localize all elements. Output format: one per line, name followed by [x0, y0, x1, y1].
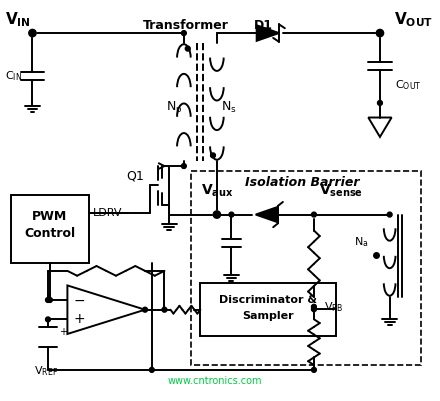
Circle shape	[181, 164, 186, 168]
Circle shape	[29, 30, 36, 36]
Text: $\mathbf{V_{aux}}$: $\mathbf{V_{aux}}$	[201, 182, 233, 199]
Text: $\mathrm{V_{FB}}$: $\mathrm{V_{FB}}$	[324, 300, 343, 314]
Text: D1: D1	[254, 20, 273, 32]
Circle shape	[213, 211, 220, 218]
Circle shape	[211, 153, 216, 158]
Text: +: +	[59, 327, 66, 337]
Text: Transformer: Transformer	[143, 20, 229, 32]
Text: $\mathrm{C_{IN}}$: $\mathrm{C_{IN}}$	[5, 69, 22, 83]
FancyBboxPatch shape	[200, 283, 336, 336]
Text: $\mathrm{N_s}$: $\mathrm{N_s}$	[221, 100, 236, 115]
Circle shape	[48, 298, 52, 302]
Text: www.cntronics.com: www.cntronics.com	[168, 377, 262, 387]
Circle shape	[378, 101, 382, 105]
FancyBboxPatch shape	[11, 195, 89, 263]
Circle shape	[143, 307, 147, 312]
Circle shape	[312, 307, 316, 312]
Circle shape	[387, 212, 392, 217]
Circle shape	[181, 30, 186, 35]
Text: Sampler: Sampler	[242, 312, 294, 322]
Text: Control: Control	[24, 227, 76, 241]
Circle shape	[312, 212, 316, 217]
Circle shape	[378, 30, 382, 35]
Circle shape	[30, 30, 35, 35]
Text: $-$: $-$	[73, 293, 85, 307]
Text: $\mathrm{N_p}$: $\mathrm{N_p}$	[166, 99, 183, 116]
Polygon shape	[368, 117, 392, 137]
Text: $\mathbf{V_{OUT}}$: $\mathbf{V_{OUT}}$	[393, 11, 433, 29]
Text: Discriminator &: Discriminator &	[219, 295, 317, 305]
Circle shape	[185, 46, 190, 51]
Circle shape	[377, 30, 383, 36]
Text: $\mathrm{N_a}$: $\mathrm{N_a}$	[354, 235, 368, 249]
Text: $\mathbf{V_{sense}}$: $\mathbf{V_{sense}}$	[319, 182, 363, 199]
Text: $\mathrm{V_{REF}}$: $\mathrm{V_{REF}}$	[34, 364, 58, 378]
Text: $+$: $+$	[73, 312, 85, 326]
Circle shape	[214, 212, 219, 217]
Text: Isolation Barrier: Isolation Barrier	[245, 176, 359, 189]
Circle shape	[162, 307, 167, 312]
Polygon shape	[257, 25, 279, 41]
Circle shape	[312, 304, 316, 309]
Text: PWM: PWM	[32, 210, 68, 223]
Circle shape	[46, 298, 51, 302]
Circle shape	[46, 317, 51, 322]
Polygon shape	[256, 207, 278, 222]
Text: $\mathbf{V_{IN}}$: $\mathbf{V_{IN}}$	[5, 11, 31, 29]
Circle shape	[312, 367, 316, 372]
Text: LDRV: LDRV	[93, 208, 122, 218]
Circle shape	[229, 212, 234, 217]
Text: $\mathrm{Q1}$: $\mathrm{Q1}$	[126, 169, 145, 183]
Circle shape	[150, 367, 154, 372]
Text: $\mathrm{C_{OUT}}$: $\mathrm{C_{OUT}}$	[396, 79, 422, 92]
Polygon shape	[67, 286, 145, 334]
